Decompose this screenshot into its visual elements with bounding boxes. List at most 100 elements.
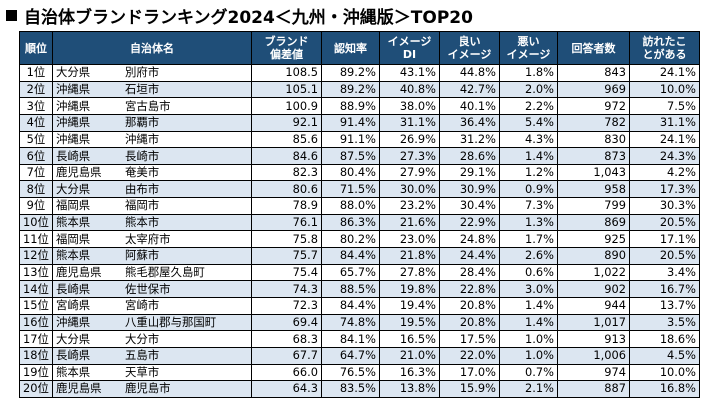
prefecture-name: 沖縄県 (56, 131, 91, 146)
recognition-cell: 84.4% (321, 296, 380, 315)
good-image-cell: 28.4% (439, 263, 500, 282)
recognition-cell: 80.4% (321, 163, 380, 182)
bad-image-cell: 5.4% (499, 113, 558, 132)
rank-cell: 3位 (19, 97, 53, 115)
title-text: 自治体ブランドランキング2024＜九州・沖縄版＞TOP20 (24, 7, 473, 28)
brand-score-cell: 75.7 (251, 247, 322, 265)
rank-cell: 16位 (19, 313, 53, 332)
rank-cell: 10位 (19, 213, 53, 232)
respondents-cell: 830 (557, 130, 630, 149)
ranking-table: 順位 自治体名 ブランド 偏差値 認知率 イメージ DI 良い イメージ 悪い イメージ… (19, 31, 700, 398)
rank-cell: 19位 (19, 363, 53, 382)
visited-cell: 10.0% (629, 80, 700, 99)
city-name: 五島市 (125, 348, 160, 363)
good-image-cell: 36.4% (439, 113, 500, 132)
respondents-cell: 869 (557, 213, 630, 232)
image-di-cell: 23.2% (379, 197, 440, 215)
bad-image-cell: 0.9% (499, 180, 558, 199)
visited-cell: 4.2% (629, 163, 700, 182)
good-image-cell: 30.4% (439, 197, 500, 215)
table-row: 7位 鹿児島県 奄美市 82.3 80.4% 27.9% 29.1% 1.2% 1,043 4.2… (19, 163, 700, 182)
brand-score-cell: 85.6 (251, 130, 322, 149)
city-name: 沖縄市 (125, 131, 160, 146)
rank-cell: 11位 (19, 230, 53, 249)
good-image-cell: 40.1% (439, 97, 500, 115)
respondents-cell: 913 (557, 330, 630, 348)
good-image-cell: 20.8% (439, 296, 500, 315)
rank-cell: 15位 (19, 296, 53, 315)
image-di-cell: 38.0% (379, 97, 440, 115)
image-di-cell: 43.1% (379, 64, 440, 82)
header-visited: 訪れたこ とがある (629, 31, 700, 65)
prefecture-name: 大分県 (56, 65, 91, 80)
header-bad-image: 悪い イメージ (499, 31, 558, 65)
recognition-cell: 65.7% (321, 263, 380, 282)
municipality-cell: 宮崎県 宮崎市 (52, 296, 252, 315)
respondents-cell: 1,043 (557, 163, 630, 182)
table-row: 10位 熊本県 熊本市 76.1 86.3% 21.6% 22.9% 1.3% 869 20.5% (19, 213, 700, 232)
rank-cell: 17位 (19, 330, 53, 348)
prefecture-name: 長崎県 (56, 348, 91, 363)
good-image-cell: 22.0% (439, 346, 500, 365)
city-name: 福岡市 (125, 198, 160, 213)
prefecture-name: 沖縄県 (56, 98, 91, 113)
brand-score-cell: 72.3 (251, 296, 322, 315)
respondents-cell: 944 (557, 296, 630, 315)
recognition-cell: 84.1% (321, 330, 380, 348)
good-image-cell: 29.1% (439, 163, 500, 182)
city-name: 那覇市 (125, 115, 160, 130)
rank-cell: 1位 (19, 64, 53, 82)
prefecture-name: 沖縄県 (56, 81, 91, 96)
table-row: 13位 鹿児島県 熊毛郡屋久島町 75.4 65.7% 27.8% 28.4% 0.6% 1,0… (19, 263, 700, 282)
prefecture-name: 沖縄県 (56, 115, 91, 130)
city-name: 大分市 (125, 331, 160, 346)
bad-image-cell: 3.0% (499, 280, 558, 298)
municipality-cell: 鹿児島県 奄美市 (52, 163, 252, 182)
image-di-cell: 40.8% (379, 80, 440, 99)
table-row: 1位 大分県 別府市 108.5 89.2% 43.1% 44.8% 1.8% 843 24.1% (19, 64, 700, 82)
image-di-cell: 27.3% (379, 147, 440, 165)
prefecture-name: 鹿児島県 (56, 265, 102, 279)
table-row: 12位 熊本県 阿蘇市 75.7 84.4% 21.8% 24.4% 2.6% 890 20.5% (19, 247, 700, 265)
respondents-cell: 873 (557, 147, 630, 165)
city-name: 長崎市 (125, 148, 160, 163)
bad-image-cell: 2.2% (499, 97, 558, 115)
brand-score-cell: 68.3 (251, 330, 322, 348)
rank-cell: 7位 (19, 163, 53, 182)
city-name: 宮古島市 (125, 98, 171, 113)
prefecture-name: 熊本県 (56, 215, 91, 230)
visited-cell: 3.4% (629, 263, 700, 282)
respondents-cell: 799 (557, 197, 630, 215)
bad-image-cell: 1.7% (499, 230, 558, 249)
city-name: 八重山郡与那国町 (125, 314, 217, 329)
municipality-cell: 長崎県 佐世保市 (52, 280, 252, 298)
good-image-cell: 42.7% (439, 80, 500, 99)
visited-cell: 4.5% (629, 346, 700, 365)
visited-cell: 31.1% (629, 113, 700, 132)
rank-cell: 9位 (19, 197, 53, 215)
respondents-cell: 782 (557, 113, 630, 132)
recognition-cell: 89.2% (321, 64, 380, 82)
municipality-cell: 大分県 別府市 (52, 64, 252, 82)
recognition-cell: 87.5% (321, 147, 380, 165)
bad-image-cell: 4.3% (499, 130, 558, 149)
recognition-cell: 64.7% (321, 346, 380, 365)
prefecture-name: 鹿児島県 (56, 381, 102, 396)
municipality-cell: 福岡県 福岡市 (52, 197, 252, 215)
header-brand-score: ブランド 偏差値 (251, 31, 322, 65)
table-row: 5位 沖縄県 沖縄市 85.6 91.1% 26.9% 31.2% 4.3% 830 24.1% (19, 130, 700, 149)
header-image-di: イメージ DI (379, 31, 440, 65)
visited-cell: 20.5% (629, 213, 700, 232)
prefecture-name: 長崎県 (56, 281, 91, 296)
respondents-cell: 890 (557, 247, 630, 265)
city-name: 阿蘇市 (125, 248, 160, 263)
visited-cell: 30.3% (629, 197, 700, 215)
prefecture-name: 沖縄県 (56, 314, 91, 329)
municipality-cell: 長崎県 長崎市 (52, 147, 252, 165)
prefecture-name: 大分県 (56, 331, 91, 346)
municipality-cell: 大分県 大分市 (52, 330, 252, 348)
municipality-cell: 長崎県 五島市 (52, 346, 252, 365)
visited-cell: 17.3% (629, 180, 700, 199)
table-row: 6位 長崎県 長崎市 84.6 87.5% 27.3% 28.6% 1.4% 873 24.3% (19, 147, 700, 165)
recognition-cell: 88.0% (321, 197, 380, 215)
